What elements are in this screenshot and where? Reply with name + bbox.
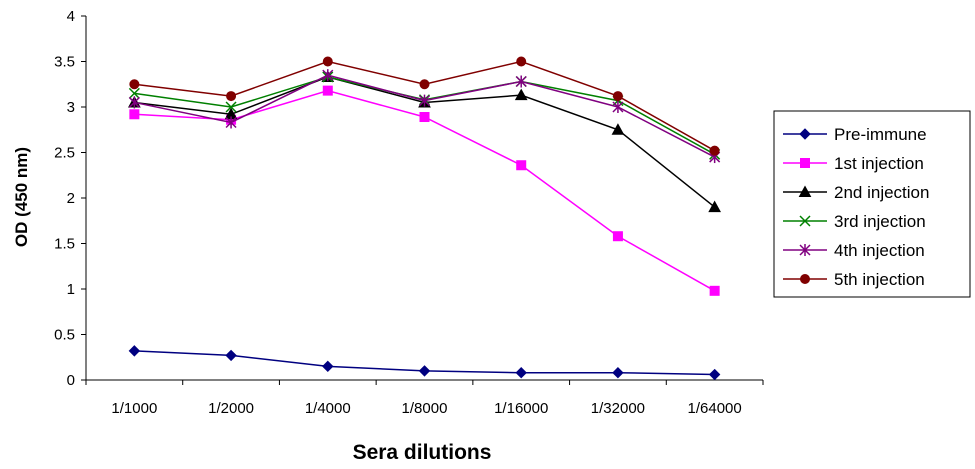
data-point — [225, 349, 237, 362]
legend-label: 3rd injection — [834, 212, 926, 231]
y-tick-label: 0.5 — [54, 327, 75, 344]
data-point — [128, 87, 140, 99]
data-point — [515, 75, 527, 88]
data-point — [322, 69, 334, 82]
x-tick-label: 1/8000 — [402, 400, 448, 417]
data-point — [612, 231, 623, 242]
y-axis-title: OD (450 nm) — [12, 147, 31, 247]
legend-label: 1st injection — [834, 154, 924, 173]
legend-item: 2nd injection — [783, 183, 929, 202]
data-point — [419, 79, 430, 90]
series-5 — [128, 69, 721, 164]
data-point — [612, 91, 623, 102]
data-point — [322, 56, 333, 67]
data-point — [514, 88, 528, 101]
data-point — [708, 368, 721, 381]
data-point — [129, 109, 140, 120]
data-point — [516, 160, 527, 171]
x-axis-title: Sera dilutions — [353, 441, 492, 464]
x-tick-label: 1/32000 — [591, 400, 645, 417]
legend-marker — [799, 128, 811, 140]
y-tick-label: 2.5 — [54, 145, 75, 162]
legend-marker — [799, 215, 811, 227]
marker-stroke — [128, 87, 140, 99]
y-tick-label: 1 — [67, 281, 75, 298]
data-point — [322, 85, 333, 96]
series-6 — [129, 56, 720, 156]
data-point — [516, 56, 527, 67]
legend-item: 1st injection — [783, 154, 924, 173]
y-tick-label: 3 — [67, 99, 75, 116]
marker-stroke — [225, 101, 237, 113]
y-tick-label: 2 — [67, 190, 75, 207]
data-point — [322, 360, 334, 373]
x-tick-label: 1/1000 — [111, 400, 157, 417]
data-point — [225, 116, 237, 129]
data-point — [709, 145, 720, 156]
data-point — [515, 367, 527, 379]
series-3 — [128, 70, 721, 213]
series-layer — [128, 56, 721, 381]
legend-item: Pre-immune — [783, 125, 927, 144]
legend-marker — [800, 274, 810, 284]
data-point — [709, 285, 720, 296]
data-point — [418, 94, 431, 107]
legend-item: 5th injection — [783, 270, 925, 289]
x-tick-label: 1/16000 — [494, 400, 548, 417]
legend-label: 5th injection — [834, 270, 925, 289]
data-point — [418, 365, 431, 377]
legend-label: 4th injection — [834, 241, 925, 260]
data-point — [226, 91, 237, 102]
data-point — [612, 367, 624, 379]
x-tick-label: 1/4000 — [305, 400, 351, 417]
legend-box — [773, 110, 971, 298]
legend: Pre-immune 1st injection 2nd injection 3rd … — [773, 110, 971, 298]
legend-marker — [799, 244, 811, 256]
y-tick-label: 3.5 — [54, 54, 75, 71]
data-point — [611, 123, 625, 135]
y-tick-label: 1.5 — [54, 236, 75, 253]
y-axis: 0 0.5 1 1.5 2 2.5 3 3.5 4 — [54, 8, 87, 389]
series-2 — [129, 85, 720, 296]
x-tick-label: 1/64000 — [688, 400, 742, 417]
series-1 — [128, 345, 721, 381]
y-tick-label: 0 — [67, 372, 75, 389]
x-axis: 1/1000 1/2000 1/4000 1/8000 1/16000 1/32000 1/… — [85, 379, 764, 417]
data-point — [128, 96, 140, 109]
marker-stroke — [799, 215, 811, 227]
legend-label: Pre-immune — [834, 125, 927, 144]
data-point — [129, 79, 140, 90]
legend-marker — [800, 158, 810, 168]
data-point — [225, 101, 237, 113]
x-tick-label: 1/2000 — [208, 400, 254, 417]
data-point — [128, 345, 141, 357]
legend-marker — [798, 185, 812, 197]
data-point — [708, 200, 721, 213]
data-point — [612, 101, 624, 113]
data-point — [419, 112, 430, 123]
legend-item: 3rd injection — [783, 212, 926, 231]
legend-item: 4th injection — [783, 241, 925, 260]
legend-label: 2nd injection — [834, 183, 929, 202]
y-tick-label: 4 — [67, 8, 75, 25]
